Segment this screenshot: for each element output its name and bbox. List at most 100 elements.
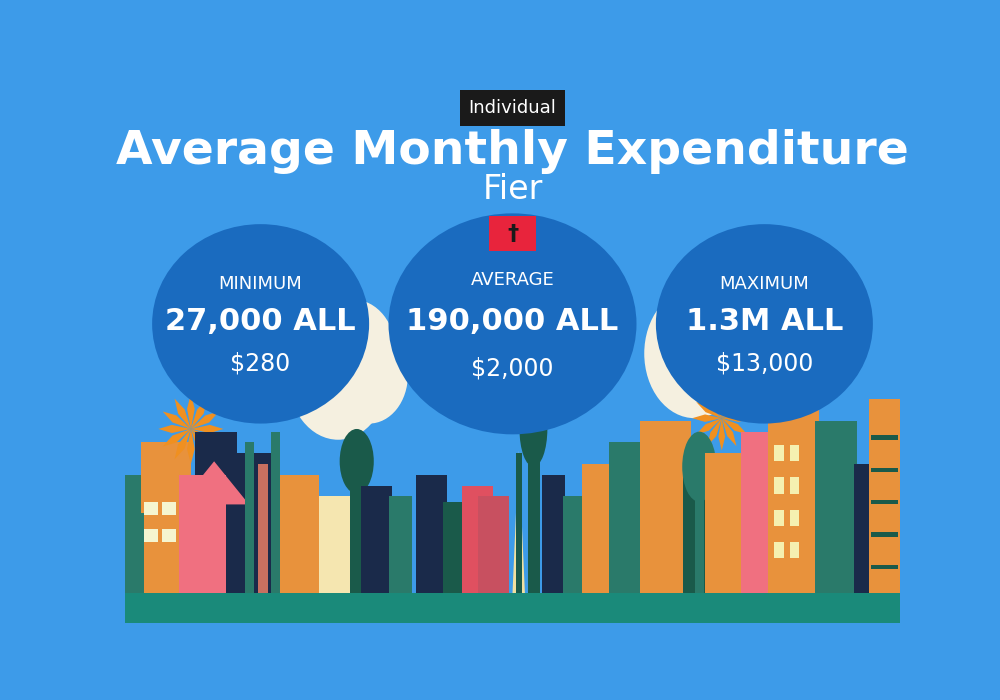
Ellipse shape (330, 326, 408, 424)
Polygon shape (718, 386, 725, 418)
Text: Fier: Fier (482, 173, 543, 206)
Polygon shape (722, 402, 747, 418)
Polygon shape (163, 412, 191, 429)
Bar (871, 500, 898, 505)
Bar (705, 453, 743, 594)
Polygon shape (191, 425, 223, 433)
Polygon shape (696, 418, 722, 434)
Text: AVERAGE: AVERAGE (471, 271, 554, 288)
Text: $280: $280 (230, 351, 291, 376)
Bar (609, 442, 648, 594)
Bar (245, 442, 254, 594)
Bar (125, 594, 900, 623)
Bar (741, 432, 772, 594)
Bar (582, 464, 613, 594)
Polygon shape (462, 489, 493, 515)
Bar (774, 510, 784, 526)
Bar (871, 565, 898, 569)
Bar (869, 399, 900, 594)
Bar (125, 512, 144, 594)
Bar (790, 477, 799, 494)
Polygon shape (512, 451, 525, 594)
Polygon shape (163, 429, 191, 447)
Bar (871, 399, 898, 594)
Polygon shape (191, 429, 207, 459)
Polygon shape (191, 412, 219, 429)
Bar (683, 475, 706, 594)
Bar (774, 477, 784, 494)
Polygon shape (722, 418, 747, 434)
Polygon shape (722, 418, 736, 446)
Bar (361, 486, 392, 594)
Polygon shape (692, 414, 722, 422)
Polygon shape (175, 429, 191, 459)
Bar (542, 475, 565, 594)
Bar (871, 435, 898, 440)
Bar (563, 496, 582, 594)
Text: $2,000: $2,000 (471, 356, 554, 380)
Bar (416, 475, 447, 594)
Bar (871, 468, 898, 472)
Ellipse shape (288, 310, 388, 440)
Text: 1.3M ALL: 1.3M ALL (686, 307, 843, 337)
Polygon shape (158, 425, 191, 433)
Text: MINIMUM: MINIMUM (219, 275, 302, 293)
Ellipse shape (152, 224, 369, 424)
Bar (258, 464, 268, 594)
Bar (774, 542, 784, 559)
Polygon shape (696, 402, 722, 418)
Bar (226, 453, 276, 594)
Ellipse shape (691, 300, 776, 407)
Bar (125, 475, 160, 594)
Bar (768, 410, 819, 594)
Bar (640, 421, 691, 594)
Bar (350, 475, 364, 594)
Ellipse shape (311, 300, 396, 407)
Ellipse shape (388, 214, 637, 434)
Polygon shape (718, 418, 725, 451)
Bar (280, 475, 319, 594)
Polygon shape (707, 390, 722, 418)
Bar (271, 432, 280, 594)
Bar (790, 510, 799, 526)
Bar (388, 496, 412, 594)
Bar (528, 432, 540, 594)
Bar (144, 528, 158, 542)
Bar (489, 216, 536, 251)
Polygon shape (722, 390, 736, 418)
Text: MAXIMUM: MAXIMUM (720, 275, 809, 293)
Ellipse shape (656, 224, 873, 424)
Bar (774, 445, 784, 461)
Bar (462, 486, 493, 594)
Ellipse shape (340, 429, 374, 493)
Text: †: † (507, 223, 518, 244)
Bar (144, 502, 158, 515)
Bar (140, 442, 191, 594)
Text: 190,000 ALL: 190,000 ALL (406, 307, 619, 336)
Bar (162, 528, 176, 542)
Ellipse shape (519, 391, 547, 467)
Bar (319, 496, 350, 594)
Bar (516, 453, 522, 594)
Polygon shape (722, 414, 751, 422)
Ellipse shape (668, 275, 761, 399)
Bar (195, 432, 237, 594)
Text: Average Monthly Expenditure: Average Monthly Expenditure (116, 129, 909, 174)
Ellipse shape (644, 289, 745, 418)
Polygon shape (187, 394, 195, 429)
Text: Individual: Individual (469, 99, 556, 118)
Ellipse shape (682, 432, 716, 502)
Polygon shape (707, 418, 722, 446)
Bar (179, 475, 249, 594)
Bar (790, 542, 799, 559)
Text: 27,000 ALL: 27,000 ALL (165, 307, 356, 337)
Bar (815, 421, 857, 594)
Polygon shape (175, 398, 191, 429)
Polygon shape (191, 398, 207, 429)
Text: $13,000: $13,000 (716, 351, 813, 376)
Bar (162, 502, 176, 515)
Bar (443, 502, 466, 594)
Bar (871, 533, 898, 537)
Polygon shape (191, 429, 219, 447)
Bar (854, 464, 873, 594)
